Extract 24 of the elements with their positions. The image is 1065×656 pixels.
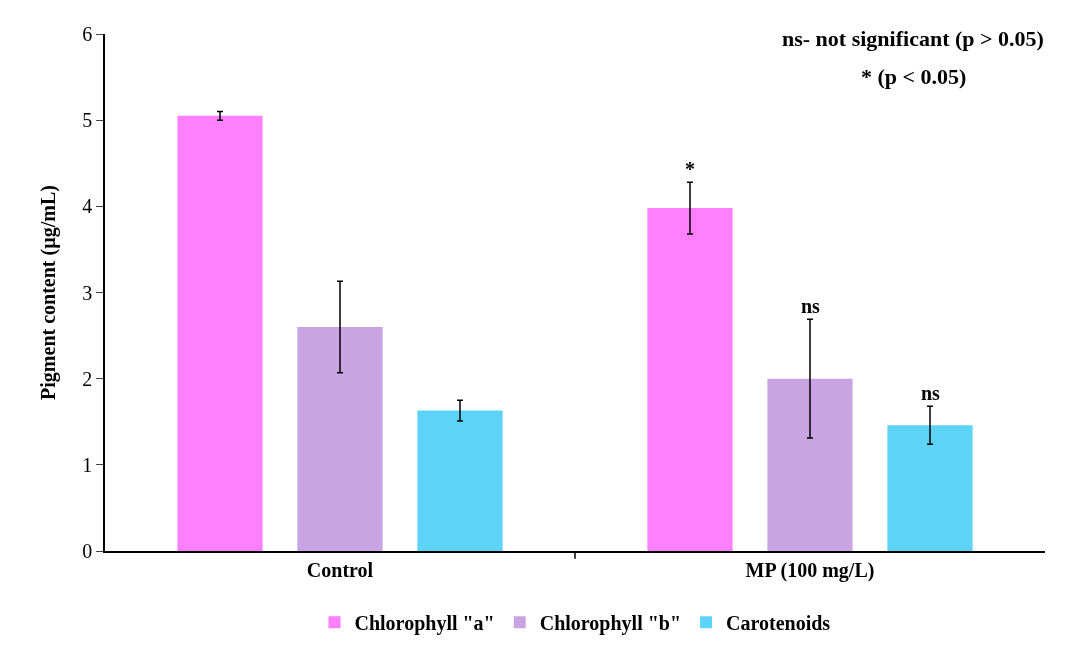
legend-label: Chlorophyll "a" (354, 612, 495, 635)
y-tick-label: 0 (82, 540, 93, 562)
legend-label: Carotenoids (726, 612, 831, 634)
bar (767, 378, 853, 551)
x-tick-label: MP (100 mg/L) (745, 558, 875, 582)
bar (647, 208, 733, 551)
annotation: * (p < 0.05) (861, 64, 967, 89)
annotation: ns- not significant (p > 0.05) (782, 26, 1044, 51)
annotation: ns (801, 295, 821, 317)
bar (177, 115, 263, 551)
y-tick-label: 1 (82, 453, 93, 476)
bar (887, 425, 973, 551)
legend-label: Chlorophyll "b" (539, 612, 682, 635)
bar (297, 326, 383, 551)
y-axis-title: Pigment content (µg/mL) (36, 185, 60, 400)
y-tick-label: 3 (82, 281, 93, 304)
y-tick-label: 5 (82, 109, 93, 132)
x-tick-label: Control (306, 558, 374, 581)
y-tick-label: 2 (82, 367, 93, 390)
bar (417, 410, 503, 551)
annotation: ns (921, 382, 941, 404)
y-tick-label: 6 (82, 23, 93, 45)
annotation: * (685, 158, 695, 180)
y-tick-label: 4 (82, 195, 93, 218)
